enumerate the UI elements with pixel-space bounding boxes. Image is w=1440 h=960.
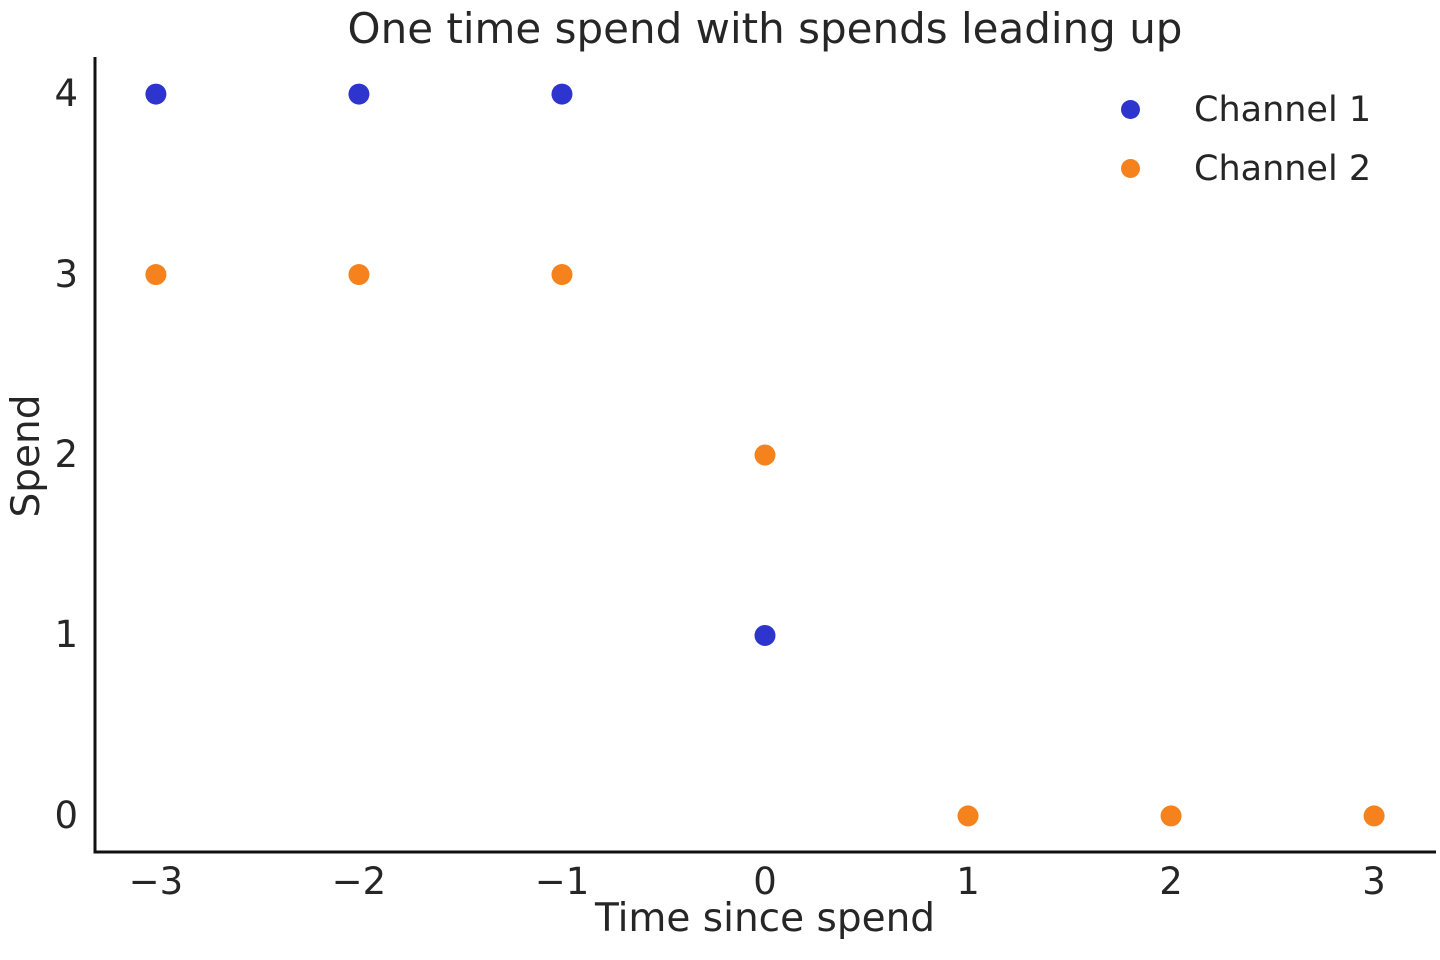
legend-item: Channel 1 [1112,80,1371,139]
x-tick-label: 1 [956,860,980,903]
legend: Channel 1 Channel 2 [1112,80,1371,198]
y-axis-label: Spend [4,394,49,518]
legend-swatch-icon [1121,100,1140,119]
scatter-point-series-1 [551,83,573,105]
scatter-point-series-2 [1160,805,1182,827]
y-tick-label: 1 [54,613,78,657]
scatter-point-series-1 [145,83,167,105]
legend-item: Channel 2 [1112,139,1371,198]
y-tick-label: 4 [54,72,78,116]
scatter-point-series-2 [551,264,573,286]
scatter-point-series-2 [754,444,776,466]
scatter-point-series-2 [957,805,979,827]
y-tick-label: 2 [54,433,78,476]
scatter-points-layer [145,83,1385,827]
x-axis-label: Time since spend [594,896,936,941]
chart-title: One time spend with spends leading up [347,4,1183,53]
scatter-point-series-2 [1363,805,1385,827]
x-tick-label: 0 [753,860,777,903]
y-tick-label: 3 [54,252,78,296]
legend-label: Channel 1 [1194,89,1372,130]
scatter-point-series-1 [754,624,776,646]
y-tick-label: 0 [54,793,78,837]
x-tick-label: −2 [331,860,387,903]
x-tick-label: −1 [534,860,590,903]
x-tick-label: 2 [1159,860,1183,903]
x-tick-label: 3 [1362,860,1386,903]
legend-swatch-icon [1121,159,1140,178]
legend-label: Channel 2 [1194,148,1372,189]
scatter-point-series-1 [348,83,370,105]
x-tick-label: −3 [128,860,184,903]
scatter-point-series-2 [145,264,167,286]
scatter-point-series-2 [348,264,370,286]
